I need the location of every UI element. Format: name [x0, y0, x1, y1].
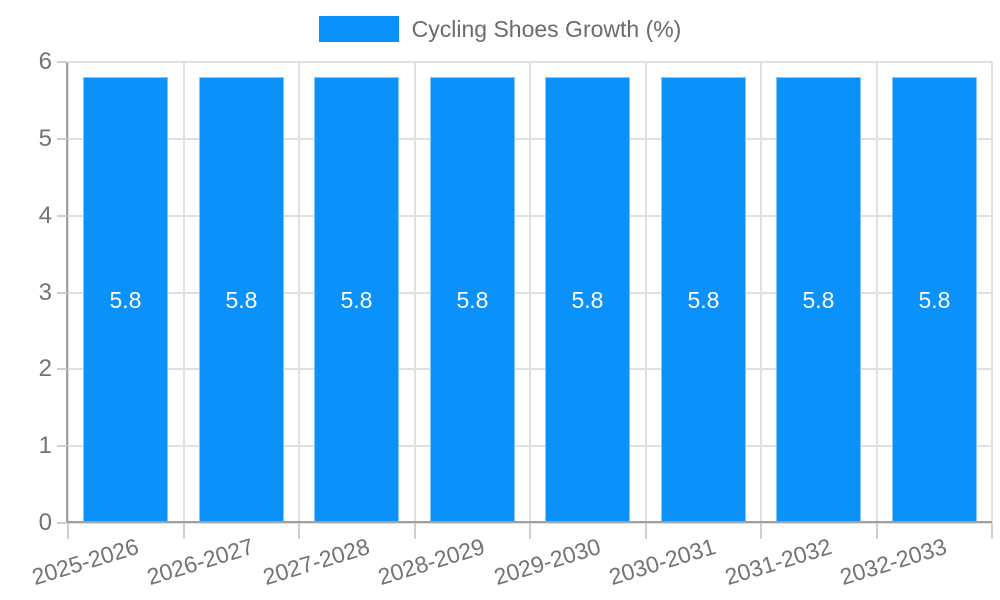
bar-value-label: 5.8	[687, 287, 720, 313]
y-tick-label: 5	[38, 125, 52, 152]
bar: 5.8	[199, 77, 284, 523]
bar-value-label: 5.8	[918, 287, 951, 313]
y-tick-mark	[57, 215, 67, 217]
bar: 5.8	[83, 77, 168, 523]
y-tick-mark	[57, 445, 67, 447]
x-tick-label: 2031-2032	[721, 533, 835, 591]
legend-swatch[interactable]	[318, 16, 399, 42]
grid-line-v	[876, 62, 878, 523]
y-tick-mark	[57, 61, 67, 63]
y-tick-mark	[57, 138, 67, 140]
x-tick-mark	[645, 523, 647, 539]
grid-line-v	[645, 62, 647, 523]
x-tick-mark	[298, 523, 300, 539]
x-axis-line	[66, 521, 992, 523]
bar-value-label: 5.8	[109, 287, 142, 313]
grid-line-v	[298, 62, 300, 523]
legend-label[interactable]: Cycling Shoes Growth (%)	[411, 16, 682, 42]
bar: 5.8	[892, 77, 977, 523]
x-tick-label: 2032-2033	[837, 533, 950, 591]
y-tick-label: 3	[38, 279, 52, 306]
x-tick-label: 2030-2031	[606, 533, 719, 591]
x-tick-mark	[183, 523, 185, 539]
y-tick-label: 1	[38, 432, 52, 459]
y-tick-label: 6	[38, 48, 52, 75]
y-tick-mark	[57, 522, 67, 524]
x-tick-mark	[67, 523, 69, 539]
x-tick-mark	[876, 523, 878, 539]
x-tick-label: 2026-2027	[144, 533, 257, 591]
x-tick-label: 2027-2028	[259, 533, 373, 591]
plot-area: 5.8 5.8 5.8 5.8 5.8 5.8 5.8 5.8	[67, 61, 993, 524]
legend[interactable]: Cycling Shoes Growth (%)	[0, 16, 1000, 42]
y-tick-label: 2	[38, 355, 52, 382]
x-tick-mark	[414, 523, 416, 539]
grid-line-v	[991, 62, 993, 523]
bar: 5.8	[661, 77, 746, 523]
bar: 5.8	[430, 77, 515, 523]
bar-value-label: 5.8	[802, 287, 835, 313]
bar-value-label: 5.8	[340, 287, 373, 313]
bar: 5.8	[545, 77, 630, 523]
y-axis-line	[66, 62, 68, 523]
bar-value-label: 5.8	[571, 287, 604, 313]
y-tick-mark	[57, 292, 67, 294]
y-tick-mark	[57, 368, 67, 370]
grid-line-v	[414, 62, 416, 523]
y-tick-label: 0	[38, 509, 52, 536]
y-tick-label: 4	[38, 202, 52, 229]
x-tick-label: 2028-2029	[375, 533, 488, 591]
x-tick-label: 2029-2030	[490, 533, 604, 591]
x-tick-mark	[991, 523, 993, 539]
grid-line-v	[760, 62, 762, 523]
bar: 5.8	[776, 77, 861, 523]
bar-value-label: 5.8	[456, 287, 489, 313]
x-tick-mark	[760, 523, 762, 539]
x-tick-mark	[529, 523, 531, 539]
x-tick-label: 2025-2026	[28, 533, 142, 591]
grid-line-v	[529, 62, 531, 523]
bar: 5.8	[314, 77, 399, 523]
grid-line-v	[183, 62, 185, 523]
bar-value-label: 5.8	[225, 287, 258, 313]
grid-line-v	[67, 62, 69, 523]
